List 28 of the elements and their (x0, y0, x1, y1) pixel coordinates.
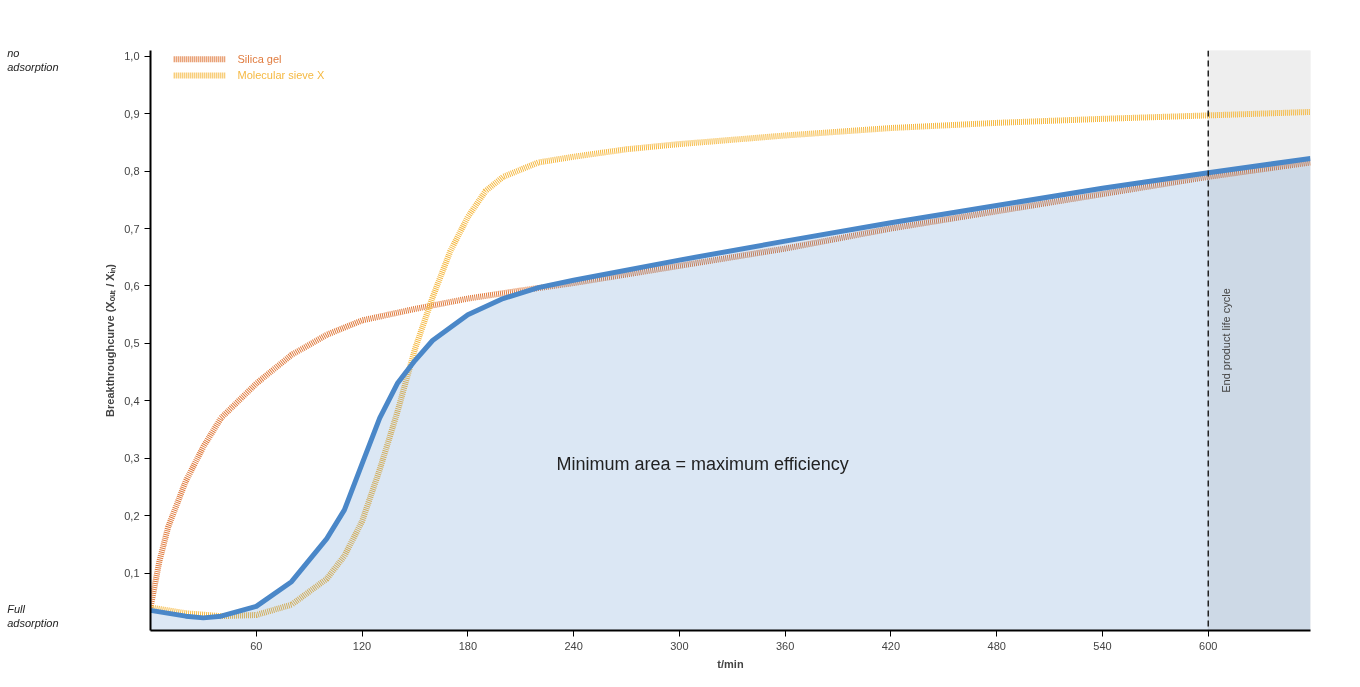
y-axis-title: Breakthroughcurve (Xₒᵤₜ / Xᵢₙ) (104, 263, 117, 417)
annotation: Minimum area = maximum efficiency (556, 453, 849, 474)
y-tick-label: 0,1 (124, 567, 140, 580)
y-tick-label: 0,8 (124, 165, 140, 178)
x-tick-label: 120 (352, 639, 372, 652)
y-tick-label: 0,4 (124, 394, 140, 407)
ref-line-label: End product life cycle (1220, 288, 1233, 393)
text: no adsorption (7, 46, 59, 73)
x-tick-label: 540 (1093, 639, 1112, 652)
x-tick-label: 300 (670, 639, 689, 652)
y-tick-label: 0,2 (124, 509, 140, 522)
x-tick-label: 180 (458, 639, 478, 652)
x-tick-label: 480 (987, 639, 1006, 652)
x-axis-title: t/min (717, 657, 744, 670)
y-tick-label: 0,9 (124, 107, 140, 120)
y-tick-label: 0,3 (124, 452, 140, 465)
x-tick-label: 240 (564, 639, 583, 652)
y-tick-label: 0,5 (124, 337, 140, 350)
y-tick-label: 0,6 (124, 279, 140, 292)
text: Full adsorption (7, 602, 59, 629)
legend-label: Molecular sieve X (237, 69, 325, 82)
y-tick-label: 1,0 (124, 50, 140, 63)
legend-label: Silica gel (237, 53, 282, 66)
x-tick-label: 420 (881, 639, 901, 652)
x-tick-label: 360 (775, 639, 795, 652)
y-tick-label: 0,7 (124, 222, 140, 235)
x-tick-label: 600 (1199, 639, 1218, 652)
x-tick-label: 60 (250, 639, 263, 652)
